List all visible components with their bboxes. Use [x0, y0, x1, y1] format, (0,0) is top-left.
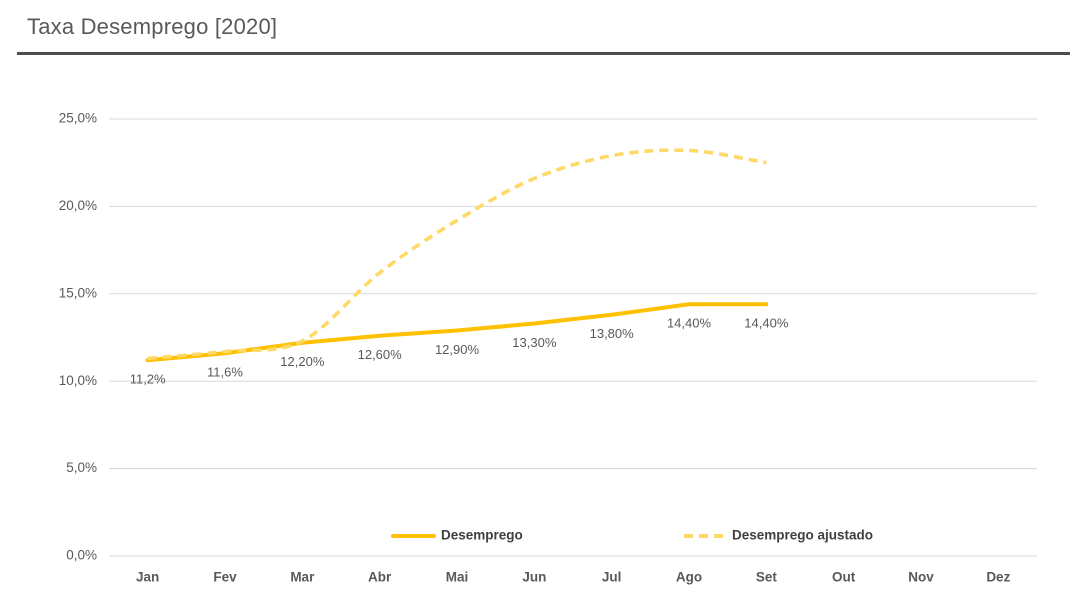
x-axis-label: Ago	[676, 570, 702, 585]
legend-label: Desemprego	[441, 528, 523, 543]
x-axis-label: Nov	[908, 570, 934, 585]
title-divider	[17, 52, 1070, 55]
x-axis-label: Mar	[290, 570, 315, 585]
y-axis-tick-label: 10,0%	[59, 373, 97, 388]
x-axis-label: Jun	[522, 570, 546, 585]
x-axis-label: Set	[756, 570, 778, 585]
data-label: 11,6%	[207, 365, 243, 380]
series-desemprego-line	[145, 302, 769, 363]
data-label: 12,20%	[280, 354, 325, 369]
x-axis-label: Jul	[602, 570, 622, 585]
y-axis-tick-label: 0,0%	[66, 548, 97, 563]
x-axis-label: Dez	[986, 570, 1010, 585]
y-axis-tick-label: 25,0%	[59, 111, 97, 126]
data-label: 11,2%	[130, 372, 166, 387]
data-label: 14,40%	[744, 316, 789, 331]
y-axis-tick-label: 20,0%	[59, 198, 97, 213]
data-label: 12,90%	[435, 342, 480, 357]
page-title: Taxa Desemprego [2020]	[27, 14, 278, 39]
data-label: 13,30%	[512, 335, 557, 350]
y-axis-tick-label: 15,0%	[59, 285, 97, 300]
data-label: 12,60%	[358, 347, 403, 362]
data-label: 14,40%	[667, 316, 712, 331]
x-axis-label: Out	[832, 570, 856, 585]
x-axis-label: Jan	[136, 570, 159, 585]
x-axis-label: Abr	[368, 570, 392, 585]
x-axis-label: Mai	[446, 570, 469, 585]
y-axis-tick-label: 5,0%	[66, 460, 97, 475]
x-axis-label: Fev	[213, 570, 237, 585]
series-desemprego-ajustado-line	[147, 148, 767, 361]
legend-label: Desemprego ajustado	[732, 528, 873, 543]
data-label: 13,80%	[590, 326, 635, 341]
